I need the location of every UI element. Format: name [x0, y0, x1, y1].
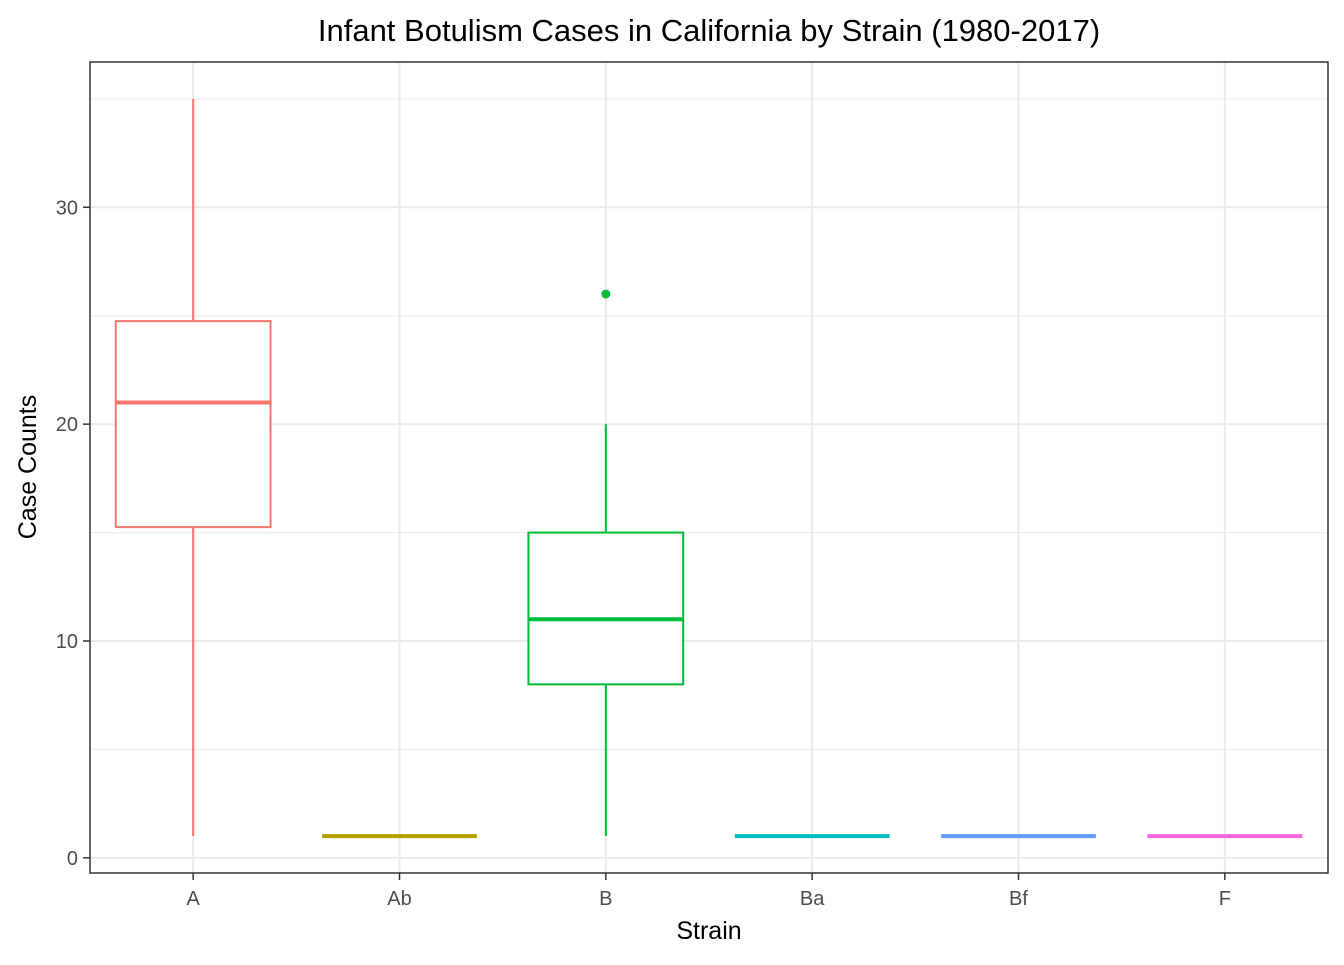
x-tick-label: Bf — [1009, 888, 1028, 910]
y-tick-label: 10 — [56, 631, 78, 653]
chart-title: Infant Botulism Cases in California by S… — [318, 13, 1100, 48]
y-axis-title: Case Counts — [14, 395, 42, 540]
iqr-box — [527, 531, 685, 686]
box-B — [527, 289, 685, 837]
x-tick-label: A — [186, 888, 200, 910]
iqr-box — [114, 320, 272, 529]
y-tick-label: 30 — [56, 197, 78, 219]
x-tick-label: Ab — [387, 888, 411, 910]
y-tick-label: 20 — [56, 414, 78, 436]
x-tick-label: B — [599, 888, 612, 910]
axes: 0 10 20 30 A Ab B Ba Bf F — [56, 197, 1231, 910]
grid-lines — [90, 62, 1328, 873]
box-A — [114, 98, 272, 837]
outlier-point — [601, 289, 611, 299]
x-tick-label: Ba — [800, 888, 825, 910]
x-tick-label: F — [1219, 888, 1231, 910]
box-series — [114, 98, 1303, 839]
y-tick-label: 0 — [67, 848, 78, 870]
x-axis-title: Strain — [676, 917, 741, 945]
plot-panel-border — [89, 61, 1329, 874]
